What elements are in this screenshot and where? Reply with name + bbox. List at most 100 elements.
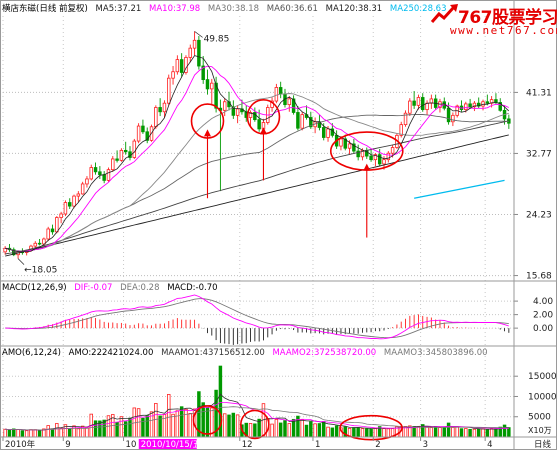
amo-bar	[476, 428, 481, 438]
amo-bar	[171, 413, 175, 438]
ma5-line	[5, 55, 510, 253]
candle-body	[119, 149, 124, 161]
candle-body	[248, 112, 253, 118]
ma30-line	[5, 93, 509, 252]
candle-body	[115, 158, 119, 161]
ma60-label: MA60:36.61	[266, 4, 318, 14]
trendline	[414, 179, 505, 199]
price-tick-label: 24.23	[526, 210, 552, 220]
maamo2-value: MAAMO2:372538720.00	[272, 348, 377, 358]
candle-body	[145, 131, 149, 141]
candle-body	[347, 143, 352, 149]
amo-annotation-circle	[192, 405, 223, 435]
amo-bar	[188, 413, 193, 438]
amo-bar	[309, 421, 313, 438]
candle-body	[408, 100, 412, 114]
candle-body	[309, 117, 313, 128]
candle-body	[98, 171, 102, 176]
candle-body	[464, 103, 468, 111]
site-logo[interactable]: 767股票学习网 www.net767.com	[428, 0, 557, 42]
candle-body	[214, 82, 218, 109]
candle-body	[37, 242, 42, 245]
amo-bar	[179, 406, 184, 438]
amo-bar	[55, 423, 59, 438]
logo-brand: 767股票学习网	[458, 8, 557, 28]
candle-body	[321, 127, 326, 138]
ma60-line	[5, 113, 509, 252]
amo-unit-label: X10万	[528, 426, 552, 435]
macd-value: MACD:-0.70	[167, 283, 218, 293]
dif-line	[5, 294, 509, 340]
macd-header: MACD(12,26,9) DIF:-0.07 DEA:0.28 MACD:-0…	[2, 283, 223, 294]
candle-body	[494, 99, 498, 103]
amo-bar	[29, 429, 33, 438]
amo-bar	[304, 424, 309, 438]
candle-body	[222, 101, 227, 111]
macd-tick-label: 2.00	[533, 311, 553, 321]
amo-annotation-circle	[240, 409, 270, 440]
amo-bar	[494, 428, 498, 438]
candle-body	[205, 79, 210, 90]
candle-body	[123, 149, 128, 153]
candle-body	[352, 143, 356, 152]
candle-body	[3, 247, 7, 253]
amo-bar	[382, 428, 386, 438]
candle-body	[412, 100, 416, 106]
macd-tick-label: 0.00	[533, 324, 553, 334]
candle-body	[278, 87, 283, 95]
main-header: 横店东磁(日线 前复权) MA5:37.21 MA10:37.98 MA30:3…	[2, 4, 452, 15]
low-pointer	[17, 258, 25, 265]
amo-bar	[253, 423, 257, 438]
amo-tick-label: 10000	[528, 392, 557, 402]
amo-bar	[248, 423, 253, 438]
candle-body	[201, 65, 205, 81]
candle-body	[171, 71, 175, 79]
date-label: 9	[65, 440, 70, 450]
candle-body	[416, 97, 421, 106]
macd-panel: 4.00 2.00 0.00	[0, 294, 553, 345]
candle-body	[369, 155, 373, 161]
candle-body	[59, 213, 63, 218]
candle-body	[158, 107, 162, 113]
amo-bar	[446, 422, 451, 438]
amo-bar	[365, 428, 369, 438]
amo-bar	[235, 414, 240, 438]
amo-bar	[373, 428, 378, 438]
annotation-arrow-head	[363, 163, 371, 171]
amo-tick-label: 15000	[528, 372, 557, 382]
amo-bar	[386, 428, 391, 438]
date-label: 2	[375, 440, 380, 450]
macd-tick-label: 4.00	[533, 297, 553, 307]
high-label: 49.85	[204, 34, 230, 44]
amo-bar	[321, 421, 326, 438]
amo-panel: 15000 10000 5000 X10万	[0, 365, 557, 441]
candle-body	[72, 195, 76, 207]
amo-bar	[67, 428, 72, 438]
amo-bar	[50, 428, 55, 438]
amo-bar	[154, 403, 158, 438]
amo-bar	[102, 419, 106, 438]
candle-body	[141, 125, 145, 133]
macd-label: MACD(12,26,9)	[2, 283, 67, 293]
amo-bar	[270, 423, 274, 438]
amo-bar	[7, 429, 12, 438]
candle-body	[386, 152, 391, 161]
annotation-arrow-head	[259, 127, 267, 135]
ma120-label: MA120:38.31	[325, 4, 383, 14]
candle-body	[154, 107, 158, 128]
candle-body	[76, 193, 81, 197]
candle-body	[377, 154, 382, 165]
amo-bar	[330, 427, 335, 438]
candle-body	[343, 138, 347, 149]
candle-body	[373, 154, 378, 161]
amo-bar	[3, 428, 7, 438]
candle-body	[136, 125, 141, 142]
amo-bar	[300, 419, 304, 438]
candle-body	[403, 112, 408, 126]
candle-body	[42, 238, 46, 245]
amo-bar	[455, 426, 459, 438]
amo-bar	[472, 428, 477, 438]
candle-body	[231, 106, 236, 116]
candle-body	[50, 228, 55, 233]
